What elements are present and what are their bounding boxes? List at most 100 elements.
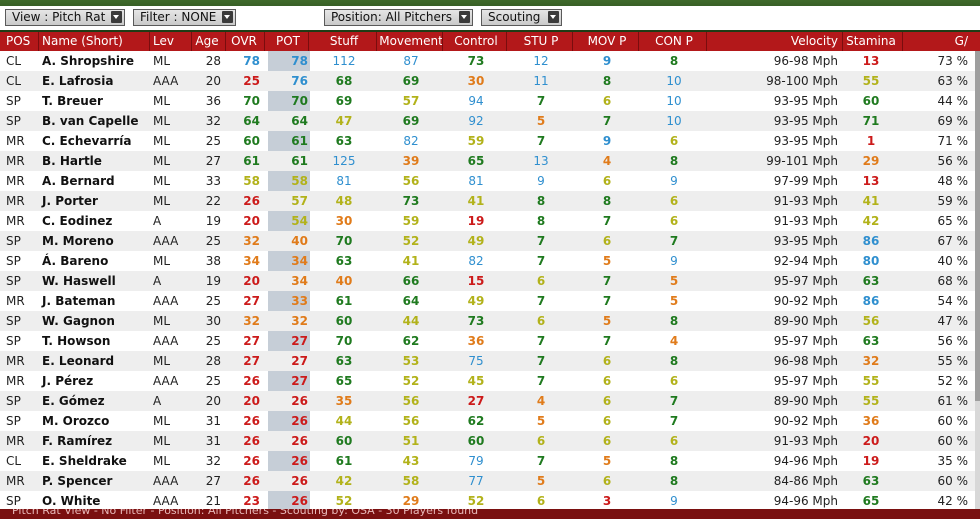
cell-name[interactable]: J. Bateman bbox=[42, 294, 116, 308]
header-divider[interactable] bbox=[506, 32, 507, 51]
header-name[interactable]: Name (Short) bbox=[42, 34, 123, 48]
header-age[interactable]: Age bbox=[195, 34, 219, 48]
cell-name[interactable]: O. White bbox=[42, 494, 101, 508]
cell-name[interactable]: B. van Capelle bbox=[42, 114, 139, 128]
position-dropdown[interactable]: Position: All Pitchers bbox=[324, 9, 473, 26]
header-divider[interactable] bbox=[442, 32, 443, 51]
cell-stuff: 63 bbox=[335, 134, 353, 148]
cell-lev: ML bbox=[153, 114, 171, 128]
table-row[interactable]: CL E. Lafrosia AAA 20 25 76 68 69 30 11 8 10 98-100 … bbox=[0, 71, 975, 91]
view-dropdown[interactable]: View : Pitch Rat bbox=[5, 9, 125, 26]
cell-name[interactable]: F. Ramírez bbox=[42, 434, 113, 448]
table-row[interactable]: MR J. Pérez AAA 25 26 27 65 52 45 7 6 6 95-97 Mph 55 5… bbox=[0, 371, 975, 391]
header-mov-p[interactable]: MOV P bbox=[587, 34, 627, 48]
cell-name[interactable]: M. Orozco bbox=[42, 414, 110, 428]
table-row[interactable]: SP T. Breuer ML 36 70 70 69 57 94 7 6 10 93-95 Mph 60… bbox=[0, 91, 975, 111]
cell-stamina: 60 bbox=[862, 94, 880, 108]
header-divider[interactable] bbox=[638, 32, 639, 51]
cell-name[interactable]: A. Bernard bbox=[42, 174, 115, 188]
header-velocity[interactable]: Velocity bbox=[790, 34, 838, 48]
table-row[interactable]: SP W. Gagnon ML 30 32 32 60 44 73 6 5 8 89-90 Mph 56 4… bbox=[0, 311, 975, 331]
header-pos[interactable]: POS bbox=[6, 34, 31, 48]
table-row[interactable]: MR P. Spencer AAA 27 26 26 42 58 77 5 6 8 84-86 Mph 6… bbox=[0, 471, 975, 491]
cell-name[interactable]: W. Haswell bbox=[42, 274, 116, 288]
status-text: Pitch Rat View - No Filter - Position: A… bbox=[12, 509, 479, 517]
header-divider[interactable] bbox=[902, 32, 903, 51]
table-row[interactable]: MR A. Bernard ML 33 58 58 81 56 81 9 6 9 97-99 Mph 13… bbox=[0, 171, 975, 191]
cell-name[interactable]: E. Leonard bbox=[42, 354, 115, 368]
table-row[interactable]: MR C. Echevarría ML 25 60 61 63 82 59 7 9 6 93-95 Mp… bbox=[0, 131, 975, 151]
cell-name[interactable]: J. Pérez bbox=[42, 374, 94, 388]
table-row[interactable]: MR B. Hartle ML 27 61 61 125 39 65 13 4 8 99-101 Mph… bbox=[0, 151, 975, 171]
header-stamina[interactable]: Stamina bbox=[846, 34, 896, 48]
cell-stu-p: 13 bbox=[533, 154, 549, 168]
cell-control: 65 bbox=[467, 154, 485, 168]
table-row[interactable]: MR E. Leonard ML 28 27 27 63 53 75 7 6 8 96-98 Mph 32… bbox=[0, 351, 975, 371]
header-divider[interactable] bbox=[38, 32, 39, 51]
header-movement[interactable]: Movement bbox=[379, 34, 443, 48]
table-row[interactable]: SP M. Moreno AAA 25 32 40 70 52 49 7 6 7 93-95 Mph 86… bbox=[0, 231, 975, 251]
header-lev[interactable]: Lev bbox=[153, 34, 174, 48]
cell-con-p: 8 bbox=[669, 314, 679, 328]
cell-name[interactable]: T. Breuer bbox=[42, 94, 103, 108]
cell-pos: MR bbox=[6, 354, 25, 368]
header-g[interactable]: G/ bbox=[954, 34, 968, 48]
scrollbar-thumb[interactable] bbox=[975, 51, 980, 401]
header-divider[interactable] bbox=[225, 32, 226, 51]
cell-name[interactable]: E. Gómez bbox=[42, 394, 105, 408]
cell-stu-p: 6 bbox=[536, 494, 546, 508]
header-divider[interactable] bbox=[706, 32, 707, 51]
cell-ovr: 34 bbox=[243, 254, 260, 268]
header-pot[interactable]: POT bbox=[275, 34, 300, 48]
header-ovr[interactable]: OVR bbox=[231, 34, 257, 48]
cell-name[interactable]: Á. Bareno bbox=[42, 254, 109, 268]
cell-name[interactable]: A. Shropshire bbox=[42, 54, 135, 68]
table-row[interactable]: CL E. Sheldrake ML 32 26 26 61 43 79 7 5 8 94-96 Mph… bbox=[0, 451, 975, 471]
header-divider[interactable] bbox=[191, 32, 192, 51]
cell-name[interactable]: E. Lafrosia bbox=[42, 74, 114, 88]
cell-stuff: 63 bbox=[335, 254, 353, 268]
table-row[interactable]: SP Á. Bareno ML 38 34 34 63 41 82 7 5 9 92-94 Mph 80 4… bbox=[0, 251, 975, 271]
header-con-p[interactable]: CON P bbox=[655, 34, 693, 48]
header-stu-p[interactable]: STU P bbox=[523, 34, 559, 48]
cell-name[interactable]: T. Howson bbox=[42, 334, 111, 348]
cell-name[interactable]: C. Echevarría bbox=[42, 134, 132, 148]
filter-dropdown[interactable]: Filter : NONE bbox=[133, 9, 236, 26]
cell-stu-p: 7 bbox=[536, 294, 546, 308]
table-row[interactable]: MR F. Ramírez ML 31 26 26 60 51 60 6 6 6 91-93 Mph 20… bbox=[0, 431, 975, 451]
cell-name[interactable]: E. Sheldrake bbox=[42, 454, 127, 468]
table-row[interactable]: CL A. Shropshire ML 28 78 78 112 87 73 12 9 8 96-98 … bbox=[0, 51, 975, 71]
header-divider[interactable] bbox=[264, 32, 265, 51]
table-row[interactable]: SP W. Haswell A 19 20 34 40 66 15 6 7 5 95-97 Mph 63 6… bbox=[0, 271, 975, 291]
header-divider[interactable] bbox=[149, 32, 150, 51]
cell-lev: A bbox=[153, 274, 162, 288]
table-row[interactable]: MR J. Porter ML 22 26 57 48 73 41 8 8 6 91-93 Mph 41 5… bbox=[0, 191, 975, 211]
table-row[interactable]: SP M. Orozco ML 31 26 26 44 56 62 5 6 7 90-92 Mph 36 6… bbox=[0, 411, 975, 431]
table-row[interactable]: SP E. Gómez A 20 20 26 35 56 27 4 6 7 89-90 Mph 55 61 … bbox=[0, 391, 975, 411]
cell-pos: MR bbox=[6, 214, 25, 228]
cell-name[interactable]: W. Gagnon bbox=[42, 314, 115, 328]
cell-con-p: 10 bbox=[666, 94, 682, 108]
header-divider[interactable] bbox=[842, 32, 843, 51]
header-divider[interactable] bbox=[572, 32, 573, 51]
cell-name[interactable]: J. Porter bbox=[42, 194, 98, 208]
header-divider[interactable] bbox=[308, 32, 309, 51]
table-row[interactable]: MR C. Eodinez A 19 20 54 30 59 19 8 7 6 91-93 Mph 42 6… bbox=[0, 211, 975, 231]
cell-velocity: 89-90 Mph bbox=[773, 394, 838, 408]
header-divider[interactable] bbox=[376, 32, 377, 51]
table-row[interactable]: SP T. Howson AAA 25 27 27 70 62 36 7 7 4 95-97 Mph 63… bbox=[0, 331, 975, 351]
cell-movement: 56 bbox=[402, 394, 420, 408]
table-row[interactable]: SP B. van Capelle ML 32 64 64 47 69 92 5 7 10 93-95 … bbox=[0, 111, 975, 131]
cell-name[interactable]: B. Hartle bbox=[42, 154, 102, 168]
cell-name[interactable]: P. Spencer bbox=[42, 474, 113, 488]
cell-control: 15 bbox=[467, 274, 485, 288]
cell-name[interactable]: C. Eodinez bbox=[42, 214, 113, 228]
table-row[interactable]: MR J. Bateman AAA 25 27 33 61 64 49 7 7 5 90-92 Mph 8… bbox=[0, 291, 975, 311]
cell-name[interactable]: M. Moreno bbox=[42, 234, 114, 248]
scouting-dropdown[interactable]: Scouting bbox=[481, 9, 562, 26]
header-stuff[interactable]: Stuff bbox=[329, 34, 359, 48]
cell-con-p: 9 bbox=[670, 254, 678, 268]
cell-con-p: 4 bbox=[669, 334, 679, 348]
table-row[interactable]: SP O. White AAA 21 23 26 52 29 52 6 3 9 94-96 Mph 65 4… bbox=[0, 491, 975, 509]
header-control[interactable]: Control bbox=[454, 34, 498, 48]
